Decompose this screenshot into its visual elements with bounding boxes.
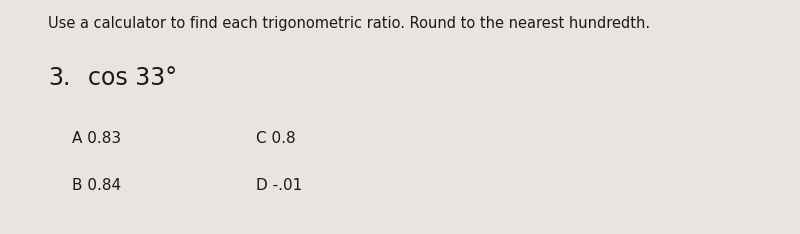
Text: A 0.83: A 0.83 [72,131,121,146]
Text: cos 33°: cos 33° [88,66,177,90]
Text: Use a calculator to find each trigonometric ratio. Round to the nearest hundredt: Use a calculator to find each trigonomet… [48,16,650,31]
Text: D -.01: D -.01 [256,178,302,193]
Text: B 0.84: B 0.84 [72,178,121,193]
Text: 3.: 3. [48,66,70,90]
Text: C 0.8: C 0.8 [256,131,296,146]
